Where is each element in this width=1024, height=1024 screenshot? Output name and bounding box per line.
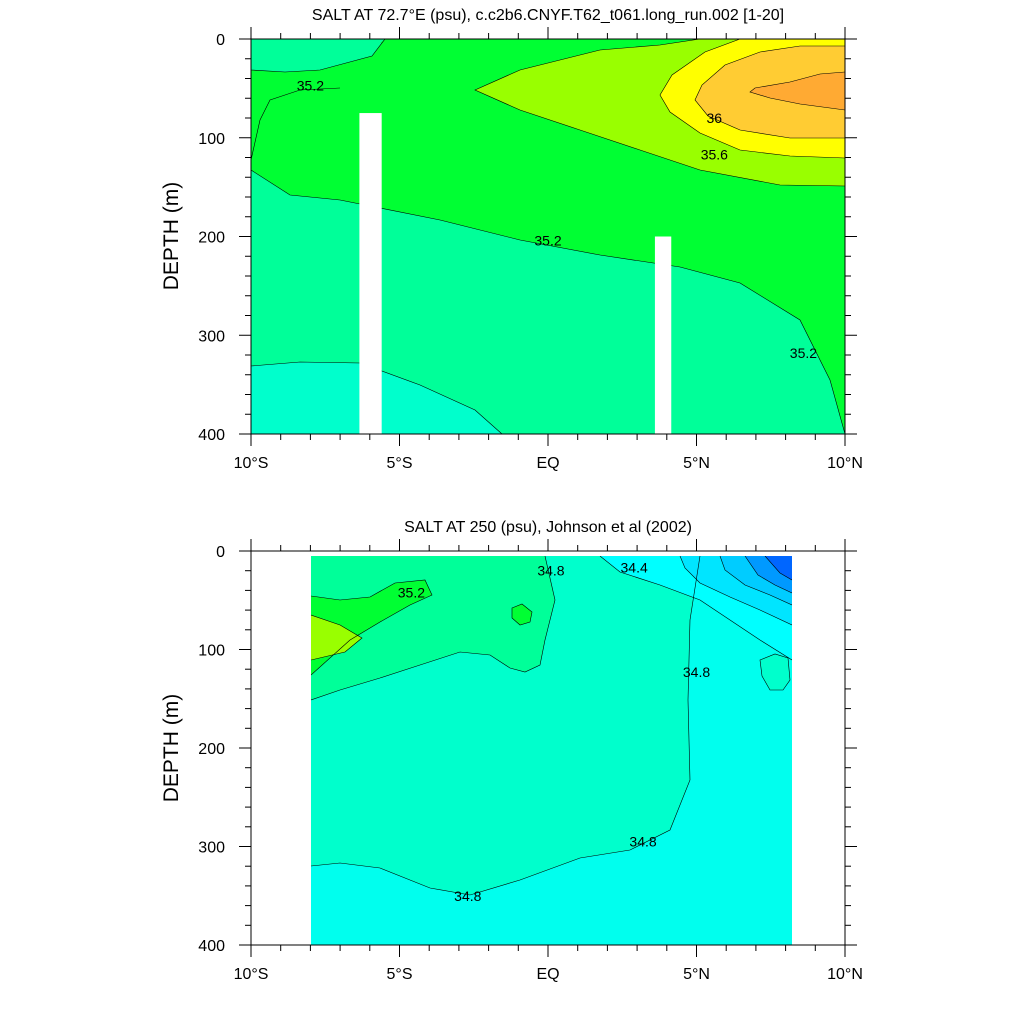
x-tick-label: 10°S — [234, 966, 269, 983]
y-tick-label: 400 — [198, 427, 225, 444]
x-tick-label: 10°N — [827, 966, 863, 983]
y-tick-label: 0 — [216, 32, 225, 49]
contour-label: 34.8 — [454, 888, 481, 904]
missing-data-columns — [359, 113, 672, 434]
axis-ticks-observed: 10°S 5°S EQ 5°N 10°N 0 100 200 300 400 — [198, 539, 863, 983]
x-tick-label: 5°S — [387, 966, 413, 983]
x-tick-label: 5°N — [683, 966, 710, 983]
x-tick-label: 5°S — [387, 455, 413, 472]
x-tick-label: 10°S — [234, 455, 269, 472]
axis-ticks-model: 10°S 5°S EQ 5°N 10°N 0 100 200 300 400 — [198, 27, 863, 472]
contour-labels-observed: 35.2 34.8 34.4 34.8 34.8 34.8 — [398, 560, 711, 904]
y-tick-label: 0 — [216, 544, 225, 561]
contour-fill-observed — [311, 556, 792, 945]
y-tick-label: 100 — [198, 643, 225, 660]
contour-label: 35.2 — [398, 584, 425, 600]
y-tick-label: 300 — [198, 328, 225, 345]
missing-data-column — [654, 236, 672, 434]
panel-observed: SALT AT 250 (psu), Johnson et al (2002) — [160, 519, 863, 983]
x-tick-label: 10°N — [827, 455, 863, 472]
x-tick-label: 5°N — [683, 455, 710, 472]
contour-fill-model — [251, 39, 845, 434]
contour-label: 34.8 — [683, 664, 710, 680]
y-tick-label: 400 — [198, 938, 225, 955]
title-model: SALT AT 72.7°E (psu), c.c2b6.CNYF.T62_t0… — [312, 7, 784, 24]
x-tick-label: EQ — [536, 966, 559, 983]
contour-label: 34.8 — [537, 563, 564, 579]
contour-label: 35.2 — [790, 345, 817, 361]
contour-label: 35.2 — [297, 77, 324, 93]
contour-label: 34.8 — [629, 834, 656, 850]
y-tick-label: 200 — [198, 230, 225, 247]
ylabel-observed: DEPTH (m) — [160, 694, 183, 803]
y-tick-label: 200 — [198, 741, 225, 758]
missing-data-column — [359, 113, 382, 434]
contour-label: 34.4 — [621, 560, 648, 576]
contour-label: 36 — [707, 110, 723, 126]
contour-labels-model: 35.2 36 35.6 35.2 35.2 — [297, 77, 817, 361]
y-tick-label: 100 — [198, 131, 225, 148]
x-tick-label: EQ — [536, 455, 559, 472]
ylabel-model: DEPTH (m) — [160, 182, 183, 291]
contour-label: 35.6 — [701, 147, 728, 163]
panel-model: SALT AT 72.7°E (psu), c.c2b6.CNYF.T62_t0… — [160, 7, 863, 472]
contour-label: 35.2 — [534, 232, 561, 248]
y-tick-label: 300 — [198, 840, 225, 857]
title-observed: SALT AT 250 (psu), Johnson et al (2002) — [404, 519, 692, 536]
